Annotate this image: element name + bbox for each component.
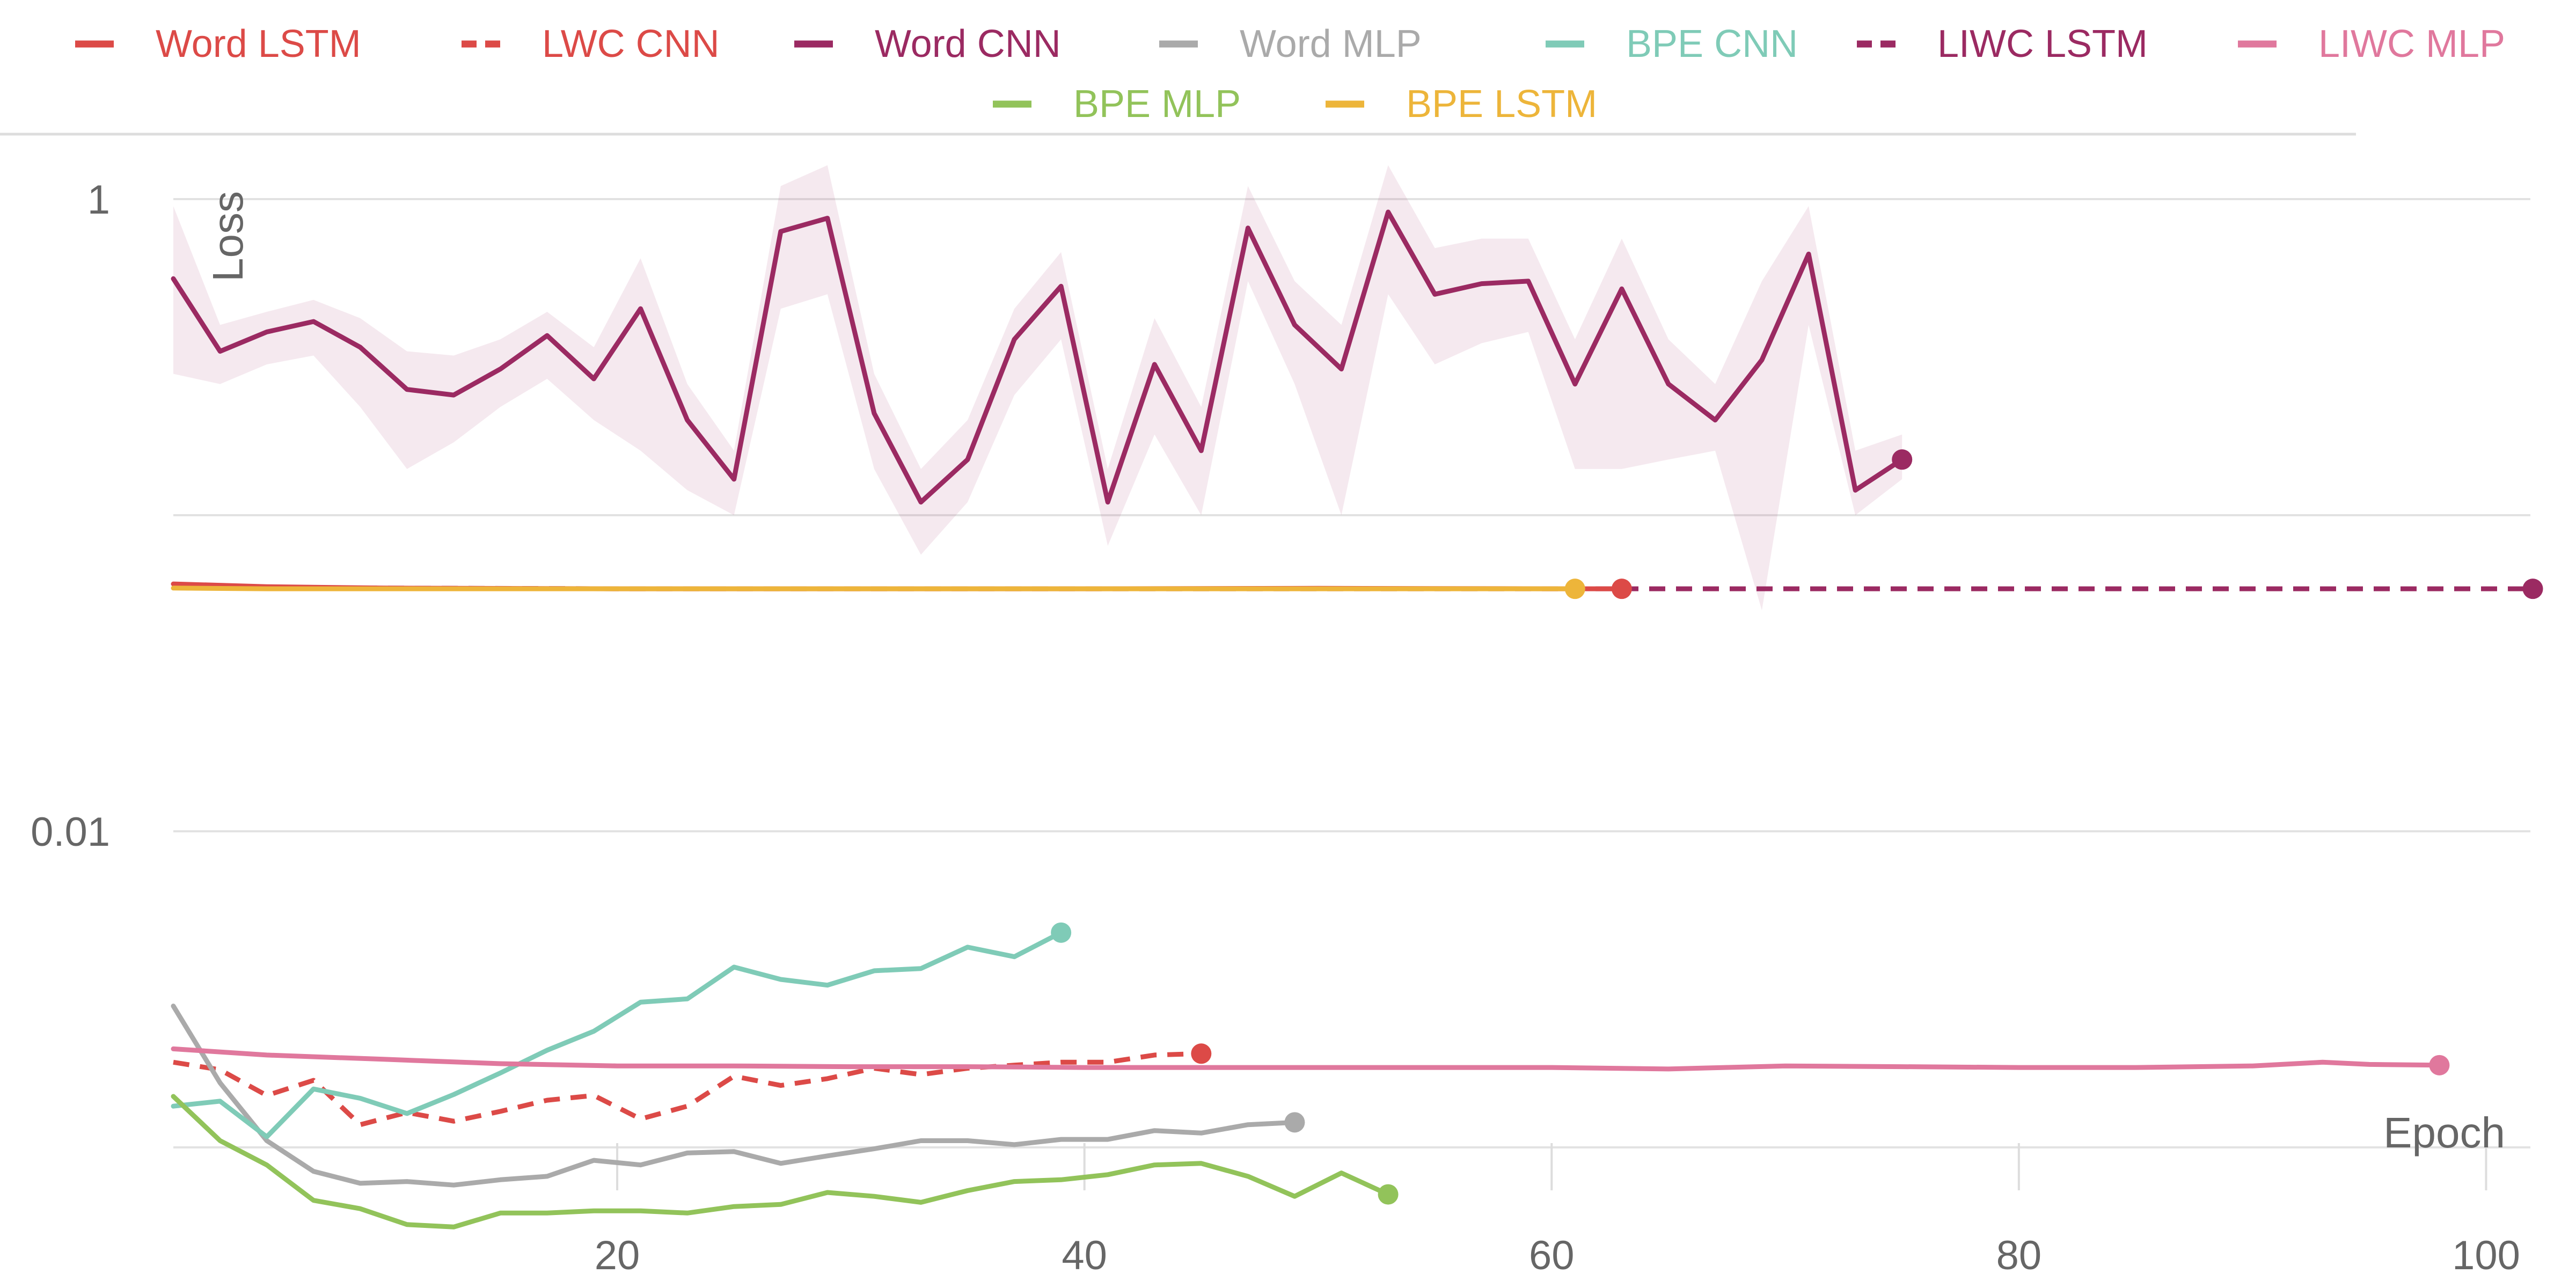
x-tick-label: 80 <box>1996 1233 2042 1278</box>
x-tick-label: 60 <box>1529 1233 1575 1278</box>
bands <box>173 165 1902 611</box>
legend: Word LSTM LWC CNN Word CNN Word MLP BPE CNN L… <box>75 23 2505 126</box>
legend-label-liwc-mlp: LIWC MLP <box>2318 23 2505 65</box>
legend-label-liwc-lstm: LIWC LSTM <box>1937 23 2148 65</box>
legend-label-word-cnn: Word CNN <box>875 23 1061 65</box>
legend-label-bpe-cnn: BPE CNN <box>1626 23 1798 65</box>
lines <box>171 209 2533 1230</box>
end-point-bpe-cnn <box>1051 922 1072 943</box>
x-axis-label: Epoch <box>2383 1109 2505 1157</box>
end-point-lwc-cnn <box>1191 1043 1212 1064</box>
y-tick-label: 1 <box>87 177 110 223</box>
legend-label-word-mlp: Word MLP <box>1240 23 1422 65</box>
line-bpe-lstm <box>171 586 1578 591</box>
x-tick-label: 20 <box>595 1233 640 1278</box>
end-point-liwc-lstm <box>2522 579 2543 599</box>
band-word-cnn <box>173 165 1902 611</box>
line-bpe-cnn <box>171 930 1064 1139</box>
legend-label-bpe-mlp: BPE MLP <box>1073 83 1241 126</box>
y-tick-label: 0.01 <box>31 809 110 855</box>
y-axis-label: Loss <box>204 191 252 282</box>
x-tick-label: 100 <box>2452 1233 2520 1278</box>
end-point-word-lstm <box>1611 579 1632 599</box>
line-bpe-mlp <box>171 1094 1391 1230</box>
x-tick-label: 40 <box>1062 1233 1107 1278</box>
line-word-cnn <box>171 209 1905 505</box>
legend-label-word-lstm: Word LSTM <box>156 23 361 65</box>
end-point-word-mlp <box>1284 1112 1305 1133</box>
end-points <box>1051 449 2543 1205</box>
grid <box>173 198 2530 1148</box>
end-point-bpe-mlp <box>1378 1184 1399 1205</box>
x-ticks: 20 40 60 80 100 <box>595 1143 2520 1278</box>
end-point-bpe-lstm <box>1564 579 1585 599</box>
legend-label-lwc-cnn: LWC CNN <box>542 23 720 65</box>
line-liwc-mlp <box>171 1046 2442 1072</box>
end-point-liwc-mlp <box>2429 1055 2450 1075</box>
end-point-word-cnn <box>1892 449 1913 470</box>
line-word-mlp <box>171 1004 1297 1188</box>
y-ticks: 10.01 <box>31 177 110 855</box>
line-lwc-cnn <box>173 1051 1202 1128</box>
legend-label-bpe-lstm: BPE LSTM <box>1406 83 1597 126</box>
